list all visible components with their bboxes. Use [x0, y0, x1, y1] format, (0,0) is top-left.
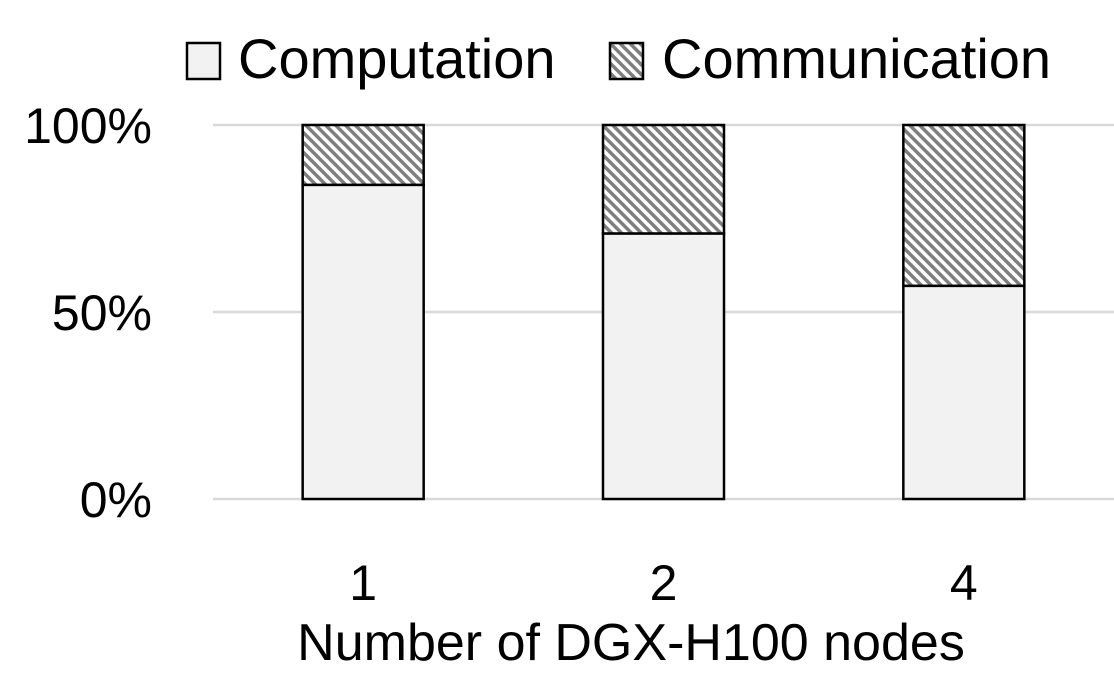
- y-tick-label-100: 100%: [24, 98, 152, 154]
- bar-communication-1: [301, 123, 425, 187]
- x-axis-title: Number of DGX-H100 nodes: [297, 614, 965, 672]
- x-tick-label-1: 1: [349, 555, 377, 611]
- bar-computation-4: [902, 284, 1026, 501]
- legend-swatch-computation: [185, 41, 222, 81]
- x-tick-label-4: 4: [950, 555, 978, 611]
- bars: [301, 123, 1026, 501]
- legend: Computation Communication: [185, 27, 1051, 90]
- legend-label-computation: Computation: [238, 27, 556, 90]
- legend-swatch-communication: [608, 41, 645, 81]
- bar-computation-1: [301, 183, 425, 501]
- legend-item-communication: Communication: [608, 27, 1051, 90]
- x-tick-label-2: 2: [650, 555, 678, 611]
- y-axis-tick-labels: 0% 50% 100%: [24, 98, 152, 528]
- bar-communication-2: [601, 123, 726, 235]
- y-tick-label-50: 50%: [52, 285, 152, 341]
- legend-label-communication: Communication: [662, 27, 1051, 90]
- y-tick-label-0: 0%: [80, 472, 152, 528]
- x-axis-tick-labels: 1 2 4: [349, 555, 977, 611]
- bar-computation-2: [601, 232, 726, 501]
- bar-communication-4: [902, 123, 1026, 288]
- legend-item-computation: Computation: [185, 27, 556, 90]
